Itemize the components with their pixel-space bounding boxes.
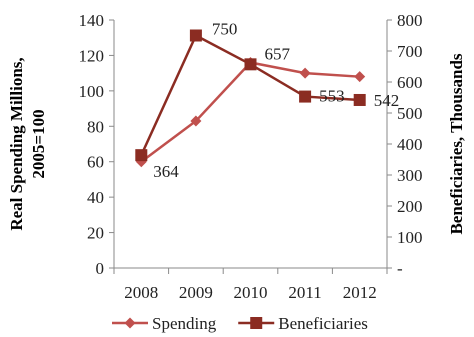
- beneficiaries-data-label: 542: [374, 91, 400, 110]
- legend-beneficiaries-label: Beneficiaries: [278, 314, 368, 333]
- beneficiaries-marker: [299, 90, 312, 103]
- right-tick-label: 600: [397, 73, 423, 92]
- spending-marker: [299, 67, 311, 79]
- left-tick-label: 100: [79, 82, 105, 101]
- spending-marker: [354, 71, 366, 83]
- legend: Spending Beneficiaries: [112, 314, 368, 333]
- beneficiaries-data-label: 750: [212, 20, 238, 39]
- right-tick-label: 500: [397, 104, 423, 123]
- right-tick-label: -: [397, 259, 403, 278]
- legend-spending-label: Spending: [152, 314, 217, 333]
- right-tick-label: 300: [397, 166, 423, 185]
- beneficiaries-marker: [353, 93, 366, 106]
- x-tick-label: 2010: [234, 283, 268, 302]
- beneficiaries-data-label: 657: [265, 44, 291, 63]
- series-markers: [135, 29, 366, 168]
- right-tick-label: 700: [397, 42, 423, 61]
- left-tick-label: 140: [79, 11, 105, 30]
- right-axis-title: Beneficiaries, Thousands: [447, 53, 466, 234]
- right-tick-label: 400: [397, 135, 423, 154]
- left-tick-label: 60: [87, 153, 104, 172]
- data-labels: 364 750 657 553 542: [153, 20, 399, 182]
- axes: 0 20 40 60 80 100 120 140 - 100 200 300 400 500 600 700…: [79, 11, 423, 302]
- left-axis-title: Real Spending Millions, 2005=100: [7, 57, 48, 230]
- left-tick-label: 120: [79, 46, 105, 65]
- x-tick-label: 2012: [343, 283, 377, 302]
- x-tick-label: 2009: [179, 283, 213, 302]
- beneficiaries-marker: [244, 58, 257, 71]
- left-tick-label: 80: [87, 117, 104, 136]
- right-tick-label: 100: [397, 228, 423, 247]
- left-tick-label: 40: [87, 188, 104, 207]
- x-tick-label: 2008: [124, 283, 158, 302]
- spending-marker: [190, 115, 202, 127]
- legend-beneficiaries-marker: [250, 317, 263, 329]
- x-tick-label: 2011: [288, 283, 321, 302]
- right-tick-label: 800: [397, 11, 423, 30]
- left-axis-title-line: 2005=100: [29, 109, 48, 178]
- spending-line: [140, 61, 360, 163]
- left-tick-label: 0: [96, 259, 105, 278]
- right-tick-label: 200: [397, 197, 423, 216]
- beneficiaries-data-label: 364: [153, 162, 179, 181]
- beneficiaries-data-label: 553: [319, 87, 345, 106]
- beneficiaries-marker: [135, 149, 148, 162]
- beneficiaries-marker: [189, 29, 202, 42]
- left-tick-label: 20: [87, 224, 104, 243]
- left-axis-title-line: Real Spending Millions,: [7, 57, 26, 230]
- legend-spending-marker: [124, 317, 136, 329]
